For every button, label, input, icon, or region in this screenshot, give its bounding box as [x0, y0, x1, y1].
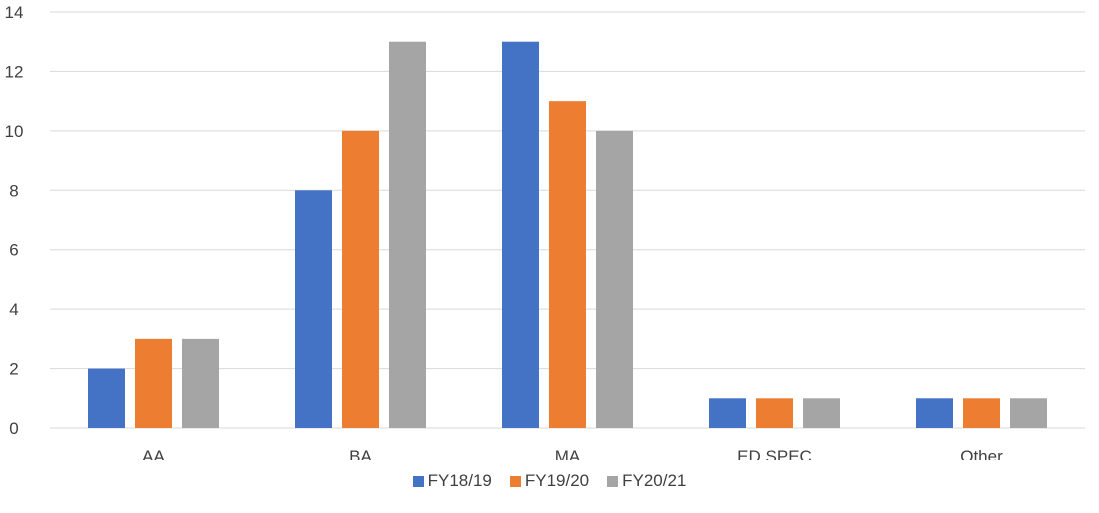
legend: FY18/19 FY19/20 FY20/21 [0, 466, 1099, 496]
legend-item: FY18/19 [412, 471, 492, 491]
y-tick-label: 0 [9, 419, 18, 438]
bar-fy18-19-ed-spec [709, 398, 746, 428]
bar-fy20-21-aa [182, 338, 219, 428]
bars [88, 41, 1047, 429]
x-category-label: AA [142, 447, 165, 460]
y-tick-label: 14 [5, 3, 24, 22]
x-category-label: Other [960, 447, 1003, 460]
bar-chart: 0 2 4 6 8 10 12 14 AA BA MA ED SPEC Other [5, 3, 1085, 460]
y-tick-label: 8 [9, 181, 18, 200]
bar-fy20-21-ba [389, 41, 426, 428]
legend-swatch [412, 475, 424, 487]
bar-fy20-21-ed-spec [803, 398, 840, 428]
y-tick-label: 6 [9, 241, 18, 260]
bar-fy20-21-ma [596, 130, 633, 428]
bar-fy18-19-ma [502, 41, 539, 428]
y-tick-label: 12 [5, 62, 24, 81]
bar-fy18-19-ba [295, 190, 332, 428]
x-category-label: BA [349, 447, 372, 460]
legend-item: FY19/20 [509, 471, 590, 491]
legend-swatch [607, 475, 619, 487]
bar-fy19-20-other [963, 398, 1000, 428]
x-category-label: MA [555, 447, 581, 460]
legend-label: FY18/19 [427, 471, 492, 490]
bar-fy19-20-ba [342, 130, 379, 428]
y-tick-label: 10 [5, 122, 24, 141]
bar-fy19-20-ma [549, 101, 586, 429]
bar-fy18-19-other [916, 398, 953, 428]
legend-swatch [509, 475, 521, 487]
x-axis-categories: AA BA MA ED SPEC Other [142, 447, 1003, 460]
legend-item: FY20/21 [607, 471, 686, 491]
bar-fy19-20-aa [135, 338, 172, 428]
bar-fy18-19-aa [88, 368, 125, 428]
bar-fy19-20-ed-spec [756, 398, 793, 428]
y-axis-ticks: 0 2 4 6 8 10 12 14 [5, 3, 24, 438]
legend-label: FY19/20 [524, 471, 590, 490]
y-tick-label: 2 [9, 360, 18, 379]
y-tick-label: 4 [9, 300, 18, 319]
legend-label: FY20/21 [622, 471, 687, 490]
bar-fy20-21-other [1010, 398, 1047, 428]
x-category-label: ED SPEC [737, 447, 812, 460]
